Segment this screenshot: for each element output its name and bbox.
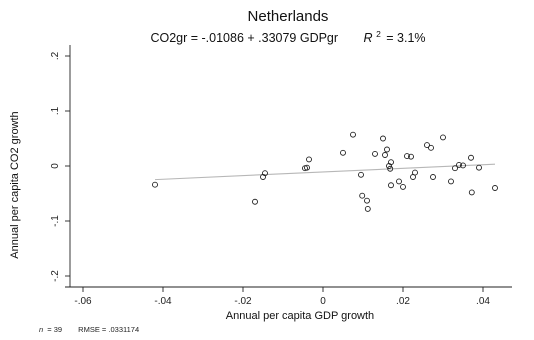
y-tick-label: .1	[50, 106, 61, 115]
x-axis-label: Annual per capita GDP growth	[226, 310, 374, 322]
data-point	[262, 170, 268, 177]
data-point	[388, 182, 394, 189]
n-label: n	[39, 325, 43, 334]
data-point	[304, 164, 310, 171]
r-squared-exponent: 2	[376, 29, 381, 39]
r-squared-value: = 3.1%	[386, 31, 425, 45]
data-point	[364, 197, 370, 204]
n-value: = 39	[47, 325, 62, 334]
data-point	[430, 174, 436, 180]
data-point	[492, 185, 498, 191]
data-point	[408, 153, 414, 160]
data-point	[412, 169, 418, 176]
data-point	[476, 164, 482, 171]
chart-subtitle: CO2gr = -.01086 + .33079 GDPgr R 2 = 3.1…	[150, 26, 425, 45]
data-point	[340, 149, 346, 156]
data-point	[468, 189, 475, 196]
x-tick-label: -.02	[234, 296, 252, 307]
data-point	[372, 150, 378, 157]
data-point	[388, 159, 394, 166]
y-axis-label: Annual per capita CO2 growth	[9, 111, 21, 258]
data-point	[252, 198, 258, 205]
data-point	[382, 152, 388, 158]
fitted-regression-line	[154, 163, 496, 181]
r-squared-symbol: R	[364, 31, 373, 45]
data-point	[380, 135, 386, 142]
x-tick-label: -.06	[74, 296, 92, 307]
data-point	[384, 146, 390, 153]
data-point	[428, 144, 434, 151]
data-point	[400, 183, 406, 190]
x-tick-label: -.04	[154, 296, 172, 307]
data-point	[404, 153, 410, 160]
data-point	[396, 178, 402, 185]
footnote: n = 39 RMSE = .0331174	[39, 325, 139, 334]
data-point	[440, 134, 446, 141]
rmse-label: RMSE = .0331174	[78, 325, 139, 334]
data-point	[424, 142, 430, 149]
data-point	[358, 171, 364, 178]
chart-title: Netherlands	[248, 8, 329, 25]
x-tick-label: .04	[476, 296, 490, 307]
y-tick-label: -.2	[50, 270, 61, 282]
x-tick-label: 0	[320, 296, 326, 307]
data-point	[456, 161, 462, 168]
data-point	[460, 162, 466, 169]
data-point	[452, 165, 458, 172]
data-point	[468, 154, 474, 161]
data-point	[350, 131, 356, 138]
x-tick-label: .02	[396, 296, 410, 307]
y-tick-label: 0	[50, 163, 61, 169]
data-point	[306, 156, 312, 163]
data-point	[448, 178, 454, 185]
data-point	[152, 181, 158, 188]
data-point	[364, 205, 371, 212]
data-point	[387, 165, 394, 172]
regression-equation: CO2gr = -.01086 + .33079 GDPgr	[150, 31, 338, 45]
y-tick-label: -.1	[50, 215, 61, 227]
y-tick-label: .2	[50, 51, 61, 60]
data-point	[359, 192, 366, 199]
